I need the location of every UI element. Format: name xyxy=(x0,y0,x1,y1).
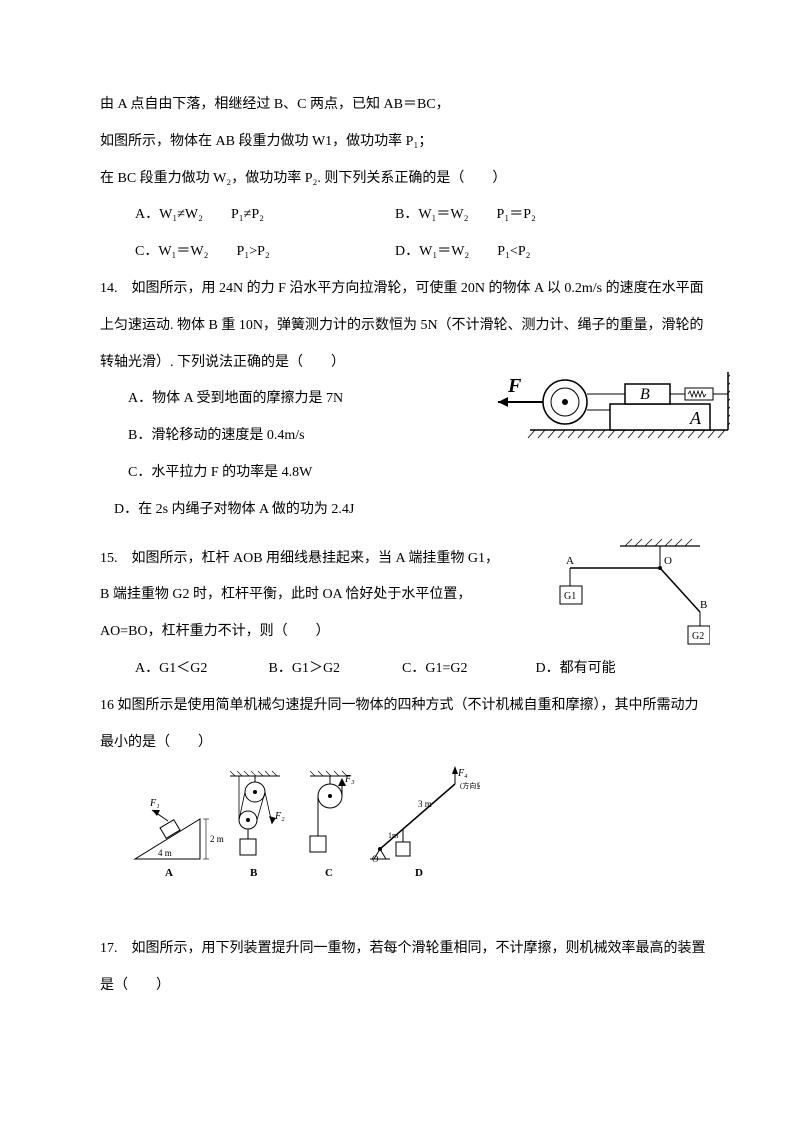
q14-opt-c[interactable]: C．水平拉力 F 的功率是 4.8W xyxy=(100,458,720,489)
q15-options: A．G1＜G2 B．G1＞G2 C．G1=G2 D．都有可能 xyxy=(100,654,720,685)
q14-stem1: 14. 如图所示，用 24N 的力 F 沿水平方向拉滑轮，可使重 20N 的物体… xyxy=(100,274,720,305)
svg-text:B: B xyxy=(250,867,258,879)
svg-text:F: F xyxy=(507,375,522,397)
svg-text:O: O xyxy=(372,854,379,864)
svg-text:B: B xyxy=(640,386,650,403)
intro-line2: 如图所示，物体在 AB 段重力做功 W1，做功功率 P₁； xyxy=(100,127,720,158)
svg-text:G1: G1 xyxy=(564,591,576,602)
intro-opt-d[interactable]: D．W₁＝W₂ P₁<P₂ xyxy=(395,237,655,268)
svg-text:F₄: F₄ xyxy=(457,768,468,779)
intro-line1: 由 A 点自由下落，相继经过 B、C 两点，已知 AB＝BC， xyxy=(100,90,720,121)
svg-text:F₁: F₁ xyxy=(149,798,160,809)
svg-text:4 m: 4 m xyxy=(158,848,172,858)
svg-text:1m: 1m xyxy=(388,831,399,840)
q14-figure: A B F xyxy=(490,352,730,447)
svg-text:C: C xyxy=(325,867,333,879)
intro-opt-a[interactable]: A．W₁≠W₂ P₁≠P₂ xyxy=(135,200,395,231)
intro-line3: 在 BC 段重力做功 W₂，做功功率 P₂. 则下列关系正确的是（ ） xyxy=(100,164,720,195)
q14-block: 14. 如图所示，用 24N 的力 F 沿水平方向拉滑轮，可使重 20N 的物体… xyxy=(100,274,720,526)
svg-text:A: A xyxy=(165,867,173,879)
svg-text:O: O xyxy=(664,555,672,567)
q15-block: 15. 如图所示，杠杆 AOB 用细线悬挂起来，当 A 端挂重物 G1， B 端… xyxy=(100,544,720,685)
q15-opt-d[interactable]: D．都有可能 xyxy=(536,654,666,685)
svg-text:D: D xyxy=(415,867,423,879)
q16-stem2: 最小的是（ ） xyxy=(100,728,720,759)
svg-text:3 m: 3 m xyxy=(418,799,432,809)
svg-text:(方向竖直向上): (方向竖直向上) xyxy=(460,781,480,790)
q17-stem2: 是（ ） xyxy=(100,971,720,1002)
svg-text:G2: G2 xyxy=(692,631,704,642)
q16-figure: F₁ 4 m 2 m A xyxy=(130,764,480,884)
q15-opt-b[interactable]: B．G1＞G2 xyxy=(269,654,399,685)
svg-text:F₃: F₃ xyxy=(344,774,355,785)
svg-text:F₂: F₂ xyxy=(274,811,285,822)
q14-stem2: 上匀速运动. 物体 B 重 10N，弹簧测力计的示数恒为 5N（不计滑轮、测力计… xyxy=(100,311,720,342)
q16-stem1: 16 如图所示是使用简单机械匀速提升同一物体的四种方式（不计机械自重和摩擦），其… xyxy=(100,691,720,722)
q15-opt-c[interactable]: C．G1=G2 xyxy=(402,654,532,685)
intro-options-row1: A．W₁≠W₂ P₁≠P₂ B．W₁＝W₂ P₁＝P₂ xyxy=(100,200,720,231)
q14-opt-d[interactable]: D．在 2s 内绳子对物体 A 做的功为 2.4J xyxy=(100,495,720,526)
intro-options-row2: C．W₁＝W₂ P₁>P₂ D．W₁＝W₂ P₁<P₂ xyxy=(100,237,720,268)
svg-text:2 m: 2 m xyxy=(210,834,224,844)
q15-figure: A O B G1 G2 xyxy=(550,538,710,648)
q15-opt-a[interactable]: A．G1＜G2 xyxy=(135,654,265,685)
svg-text:B: B xyxy=(700,599,707,611)
q17-stem1: 17. 如图所示，用下列装置提升同一重物，若每个滑轮重相同，不计摩擦，则机械效率… xyxy=(100,934,720,965)
svg-text:A: A xyxy=(566,555,574,567)
intro-opt-c[interactable]: C．W₁＝W₂ P₁>P₂ xyxy=(135,237,395,268)
svg-text:A: A xyxy=(689,408,702,428)
intro-opt-b[interactable]: B．W₁＝W₂ P₁＝P₂ xyxy=(395,200,655,231)
